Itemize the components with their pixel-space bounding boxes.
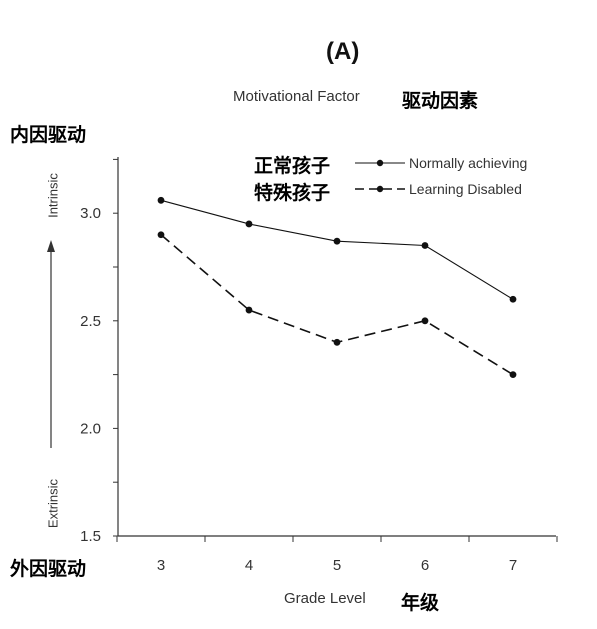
legend-marker (376, 159, 384, 167)
y-tick-label: 3.0 (80, 205, 101, 222)
y-tick-label: 2.5 (80, 313, 101, 330)
legend-marker (376, 185, 384, 193)
x-tick-label: 5 (333, 557, 341, 574)
legend-normal-label-zh: 正常孩子 (254, 155, 331, 177)
series-layer (157, 196, 517, 378)
chart-title-zh: 驱动因素 (402, 90, 479, 112)
y-top-label: Intrinsic (45, 173, 61, 218)
legend-label-1: Learning Disabled (409, 181, 522, 197)
data-point (245, 220, 253, 228)
data-point (157, 231, 165, 239)
data-point (509, 295, 517, 303)
x-tick-label: 4 (245, 557, 253, 574)
data-point (333, 338, 341, 346)
data-point (421, 317, 429, 325)
x-tick-label: 6 (421, 557, 429, 574)
x-axis-label: Grade Level (284, 590, 366, 607)
y-tick-label: 1.5 (80, 528, 101, 545)
x-tick-label: 7 (509, 557, 517, 574)
y-bottom-label: Extrinsic (45, 478, 61, 529)
y-top-label-zh: 内因驱动 (10, 124, 87, 146)
data-point (245, 306, 253, 314)
panel-label: (A) (326, 38, 360, 65)
series-line-1 (160, 234, 514, 376)
y-bottom-label-zh: 外因驱动 (10, 558, 87, 580)
legend: Normally achieving Learning Disabled (355, 155, 527, 197)
data-point (157, 196, 165, 204)
intrinsic-arrow-head (47, 240, 55, 252)
chart-title: Motivational Factor (233, 88, 360, 105)
data-point (509, 371, 517, 378)
data-point (333, 237, 341, 245)
series-line-0 (160, 199, 514, 300)
y-tick-label: 2.0 (80, 420, 101, 437)
axes: 1.5 2.0 2.5 3.0 3 4 5 6 7 (47, 157, 558, 574)
legend-label-0: Normally achieving (409, 155, 527, 171)
x-axis-label-zh: 年级 (401, 592, 440, 614)
legend-ld-label-zh: 特殊孩子 (254, 182, 331, 204)
x-tick-label: 3 (157, 557, 165, 574)
data-point (421, 242, 429, 249)
